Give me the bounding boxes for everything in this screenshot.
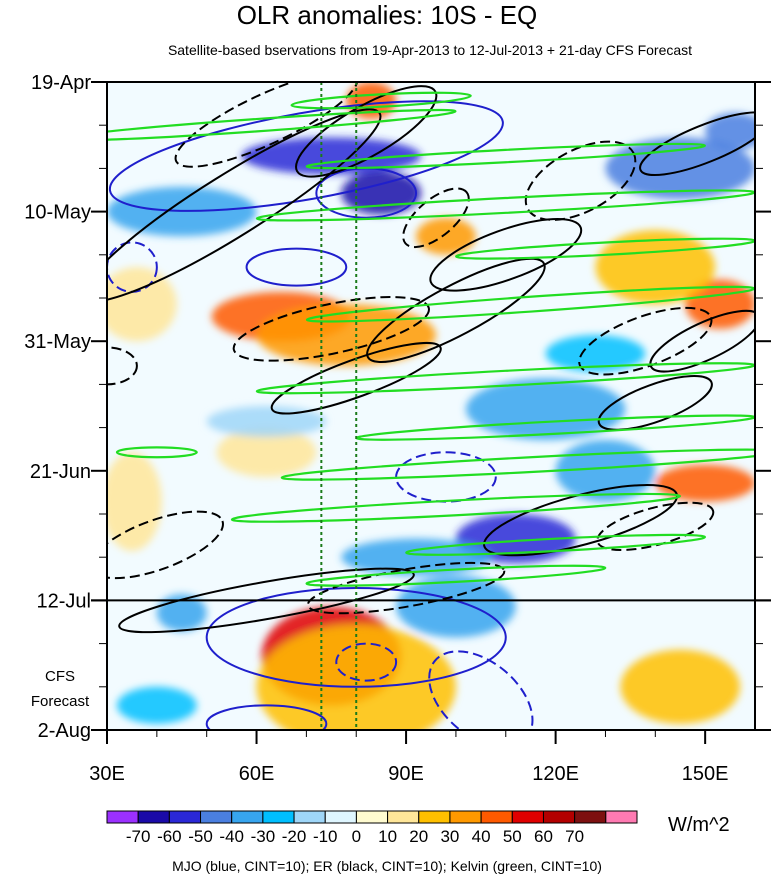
colorbar-swatch bbox=[231, 810, 264, 824]
er-contour bbox=[524, 140, 637, 221]
colorbar-label: -70 bbox=[126, 827, 151, 846]
mjo-contour bbox=[428, 650, 534, 730]
colorbar: -70 -60 -50 -40 -30 -20 -10 0 10 20 30 40 50 60 70 bbox=[106, 810, 638, 846]
x-tick-label: 30E bbox=[89, 763, 125, 785]
y-tick-label: 19-Apr bbox=[31, 72, 91, 94]
colorbar-label: 70 bbox=[565, 827, 584, 846]
forecast-label: CFS Forecast bbox=[31, 668, 90, 710]
er-contour bbox=[232, 296, 430, 362]
colorbar-swatch bbox=[324, 810, 357, 824]
colorbar-label: 0 bbox=[352, 827, 361, 846]
colorbar-swatch bbox=[355, 810, 389, 824]
anomaly-cell bbox=[416, 217, 476, 255]
kelvin-contour bbox=[115, 446, 198, 459]
mjo-contour bbox=[335, 642, 398, 682]
plot-frame bbox=[106, 81, 756, 731]
x-tick-label: 90E bbox=[388, 763, 424, 785]
y-tick-label: 10-May bbox=[24, 202, 91, 224]
colorbar-swatch bbox=[449, 810, 482, 824]
kelvin-contour bbox=[405, 533, 707, 556]
colorbar-swatch bbox=[542, 810, 576, 824]
colorbar-swatch bbox=[605, 810, 638, 824]
kelvin-contour bbox=[230, 492, 682, 523]
kelvin-contour bbox=[305, 142, 706, 170]
anomaly-cell bbox=[396, 575, 516, 638]
anomaly-cell bbox=[241, 137, 422, 175]
er-contour bbox=[174, 82, 359, 168]
anomaly-cell bbox=[620, 649, 741, 724]
forecast-label-line: CFS bbox=[45, 668, 75, 685]
colorbar-swatch bbox=[480, 810, 513, 824]
colorbar-swatch bbox=[387, 810, 420, 824]
colorbar-swatch bbox=[511, 810, 544, 824]
anomaly-cell bbox=[107, 267, 177, 342]
x-tick-label: 60E bbox=[239, 763, 275, 785]
colorbar-label: -60 bbox=[157, 827, 182, 846]
er-contour bbox=[107, 108, 382, 303]
colorbar-label: 40 bbox=[472, 827, 491, 846]
colorbar-swatch bbox=[168, 810, 202, 824]
er-contour bbox=[366, 257, 546, 363]
axes: 19-Apr 10-May 31-May 21-Jun 12-Jul 2-Aug 30E 60… bbox=[24, 72, 771, 785]
y-tick-label: 2-Aug bbox=[38, 720, 91, 742]
colorbar-label: 50 bbox=[503, 827, 522, 846]
colorbar-label: 10 bbox=[378, 827, 397, 846]
y-tick-label: 21-Jun bbox=[30, 461, 91, 483]
colorbar-swatch bbox=[262, 810, 295, 824]
y-tick-label: 12-Jul bbox=[37, 590, 91, 612]
y-tick-label: 31-May bbox=[24, 331, 91, 353]
colorbar-swatch bbox=[574, 810, 607, 824]
kelvin-contour bbox=[107, 108, 457, 142]
chart-subtitle: Satellite-based bservations from 19-Apr-… bbox=[167, 42, 693, 58]
legend-caption: MJO (blue, CINT=10); ER (black, CINT=10)… bbox=[172, 858, 602, 874]
er-contour bbox=[107, 346, 138, 386]
er-contour bbox=[639, 111, 755, 176]
er-contour bbox=[295, 85, 438, 178]
colorbar-label: 20 bbox=[409, 827, 428, 846]
er-contour bbox=[429, 217, 583, 292]
x-tick-label: 120E bbox=[532, 763, 579, 785]
er-contour bbox=[270, 341, 442, 415]
colorbar-label: -50 bbox=[188, 827, 213, 846]
colorbar-label: -20 bbox=[282, 827, 307, 846]
colorbar-label: -30 bbox=[251, 827, 276, 846]
chart-title: OLR anomalies: 10S - EQ bbox=[236, 0, 538, 30]
anomaly-cell bbox=[116, 686, 197, 724]
er-contour bbox=[306, 561, 506, 615]
units-label: W/m^2 bbox=[668, 814, 730, 836]
colorbar-label: -40 bbox=[219, 827, 244, 846]
colorbar-swatch bbox=[137, 810, 170, 824]
reference-lines bbox=[91, 82, 771, 730]
kelvin-contour bbox=[305, 564, 607, 587]
colorbar-label: 60 bbox=[534, 827, 553, 846]
colorbar-swatch bbox=[418, 810, 451, 824]
kelvin-contour bbox=[280, 448, 755, 481]
colorbar-label: 30 bbox=[440, 827, 459, 846]
er-contour bbox=[649, 309, 755, 373]
kelvin-contour bbox=[290, 91, 472, 110]
colorbar-label: -10 bbox=[313, 827, 338, 846]
mjo-contour bbox=[245, 247, 348, 287]
er-contour bbox=[597, 375, 713, 431]
mjo-contour bbox=[205, 704, 328, 730]
anomaly-cell bbox=[341, 538, 491, 576]
anomaly-cell bbox=[545, 335, 646, 373]
anomaly-cell bbox=[705, 112, 755, 150]
colorbar-swatch bbox=[106, 810, 139, 824]
mjo-contour bbox=[108, 100, 504, 212]
er-contour bbox=[118, 567, 415, 634]
anomaly-cell bbox=[107, 452, 162, 552]
colorbar-swatch bbox=[293, 810, 326, 824]
anomaly-cell bbox=[216, 427, 317, 477]
x-tick-label: 150E bbox=[682, 763, 729, 785]
wave-contours bbox=[107, 82, 755, 730]
er-contour bbox=[107, 510, 224, 580]
anomaly-cell bbox=[655, 464, 755, 502]
forecast-label-line: Forecast bbox=[31, 693, 90, 710]
colorbar-swatch bbox=[200, 810, 233, 824]
